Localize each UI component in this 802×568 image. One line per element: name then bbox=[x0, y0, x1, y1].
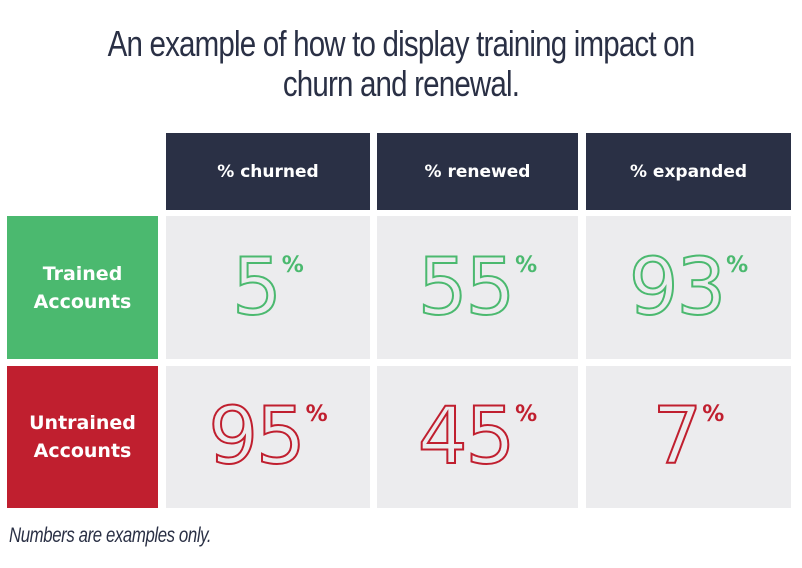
percent-symbol: % bbox=[305, 402, 328, 427]
column-header-expanded: % expanded bbox=[586, 133, 791, 210]
row-label-line-1: Untrained bbox=[29, 412, 136, 434]
cell-trained-renewed: 55 % bbox=[377, 216, 578, 359]
column-header-churned: % churned bbox=[166, 133, 370, 210]
value: 55 % bbox=[417, 242, 538, 333]
value: 95 % bbox=[207, 392, 328, 482]
value-number: 5 bbox=[231, 242, 283, 333]
cell-untrained-renewed: 45 % bbox=[377, 366, 578, 508]
percent-symbol: % bbox=[726, 252, 749, 278]
title-line-1: An example of how to display training im… bbox=[107, 23, 695, 64]
cell-trained-churned: 5 % bbox=[166, 216, 370, 359]
percent-symbol: % bbox=[702, 402, 725, 427]
page-title: An example of how to display training im… bbox=[72, 24, 730, 104]
title-line-2: churn and renewal. bbox=[282, 63, 520, 104]
cell-trained-expanded: 93 % bbox=[586, 216, 791, 359]
value: 5 % bbox=[231, 242, 304, 333]
row-label-line-2: Accounts bbox=[33, 290, 132, 313]
row-label-untrained-accounts: Untrained Accounts bbox=[7, 366, 158, 508]
value-number: 55 bbox=[417, 242, 516, 333]
cell-untrained-churned: 95 % bbox=[166, 366, 370, 508]
value: 7 % bbox=[652, 392, 725, 482]
percent-symbol: % bbox=[515, 252, 538, 278]
cell-untrained-expanded: 7 % bbox=[586, 366, 791, 508]
footnote: Numbers are examples only. bbox=[9, 524, 212, 547]
value: 93 % bbox=[628, 242, 749, 333]
percent-symbol: % bbox=[515, 402, 538, 427]
value-number: 95 bbox=[207, 392, 306, 482]
column-header-renewed: % renewed bbox=[377, 133, 578, 210]
row-label-trained-accounts: Trained Accounts bbox=[7, 216, 158, 359]
value-number: 93 bbox=[628, 242, 727, 333]
row-label-line-2: Accounts bbox=[33, 440, 132, 462]
value-number: 7 bbox=[652, 392, 704, 482]
value-number: 45 bbox=[417, 392, 516, 482]
value: 45 % bbox=[417, 392, 538, 482]
percent-symbol: % bbox=[281, 252, 304, 278]
row-label-line-1: Trained bbox=[42, 262, 123, 285]
